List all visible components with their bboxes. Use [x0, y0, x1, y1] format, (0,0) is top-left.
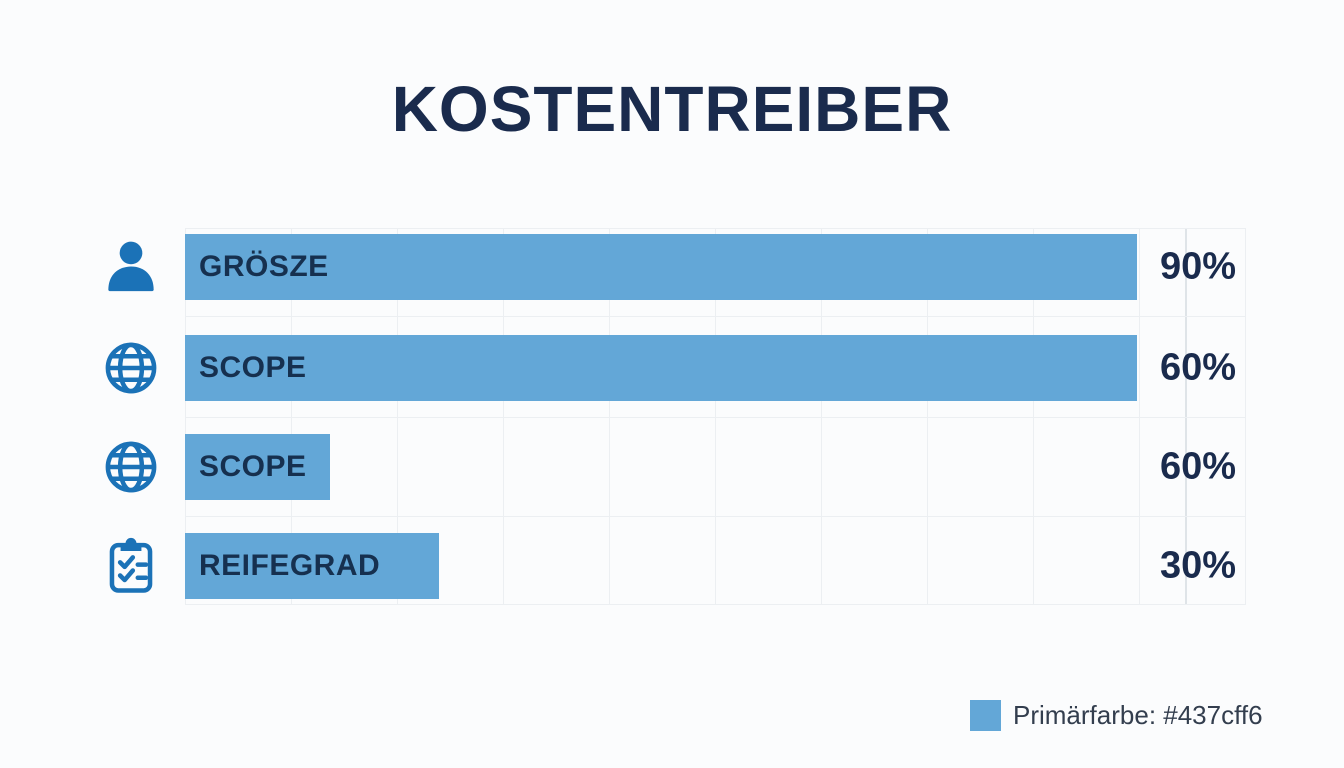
- vertical-gridline: [927, 228, 928, 605]
- chart-gridlines: [185, 228, 1246, 605]
- vertical-gridline: [821, 228, 822, 605]
- horizontal-gridline: [185, 228, 1245, 229]
- value-label: 30%: [1159, 544, 1237, 587]
- horizontal-gridline: [185, 604, 1245, 605]
- value-label: 90%: [1159, 245, 1237, 288]
- vertical-gridline: [185, 228, 186, 605]
- vertical-gridline-accent: [1185, 228, 1187, 605]
- vertical-gridline: [1139, 228, 1140, 605]
- bar-label: GRÖSZE: [199, 250, 329, 283]
- page-title: KOSTENTREIBER: [391, 73, 953, 145]
- vertical-gridline: [397, 228, 398, 605]
- vertical-gridline: [291, 228, 292, 605]
- legend-label: Primärfarbe: #437cff6: [1013, 700, 1263, 730]
- vertical-gridline: [715, 228, 716, 605]
- vertical-gridline: [503, 228, 504, 605]
- bar: REIFEGRAD: [185, 533, 439, 599]
- vertical-gridline: [1033, 228, 1034, 605]
- chart-row: GRÖSZE 90%: [102, 234, 1252, 300]
- bar: SCOPE: [185, 434, 330, 500]
- bar-label: REIFEGRAD: [199, 549, 381, 582]
- bar: SCOPE: [185, 335, 1137, 401]
- legend-color-swatch: [970, 700, 1001, 731]
- bar-label: SCOPE: [199, 450, 307, 483]
- bar-label: SCOPE: [199, 351, 307, 384]
- legend: Primärfarbe: #437cff6: [970, 700, 1263, 731]
- bar: GRÖSZE: [185, 234, 1137, 300]
- person-icon: [102, 238, 160, 296]
- chart-row: REIFEGRAD 30%: [102, 533, 1252, 599]
- horizontal-gridline: [185, 316, 1245, 317]
- horizontal-gridline: [185, 516, 1245, 517]
- value-label: 60%: [1159, 445, 1237, 488]
- horizontal-gridline: [185, 417, 1245, 418]
- chart-row: SCOPE 60%: [102, 335, 1252, 401]
- vertical-gridline: [1245, 228, 1246, 605]
- globe-icon: [102, 339, 160, 397]
- chart-row: SCOPE 60%: [102, 434, 1252, 500]
- vertical-gridline: [609, 228, 610, 605]
- clipboard-checklist-icon: [102, 537, 160, 595]
- value-label: 60%: [1159, 346, 1237, 389]
- globe-icon: [102, 438, 160, 496]
